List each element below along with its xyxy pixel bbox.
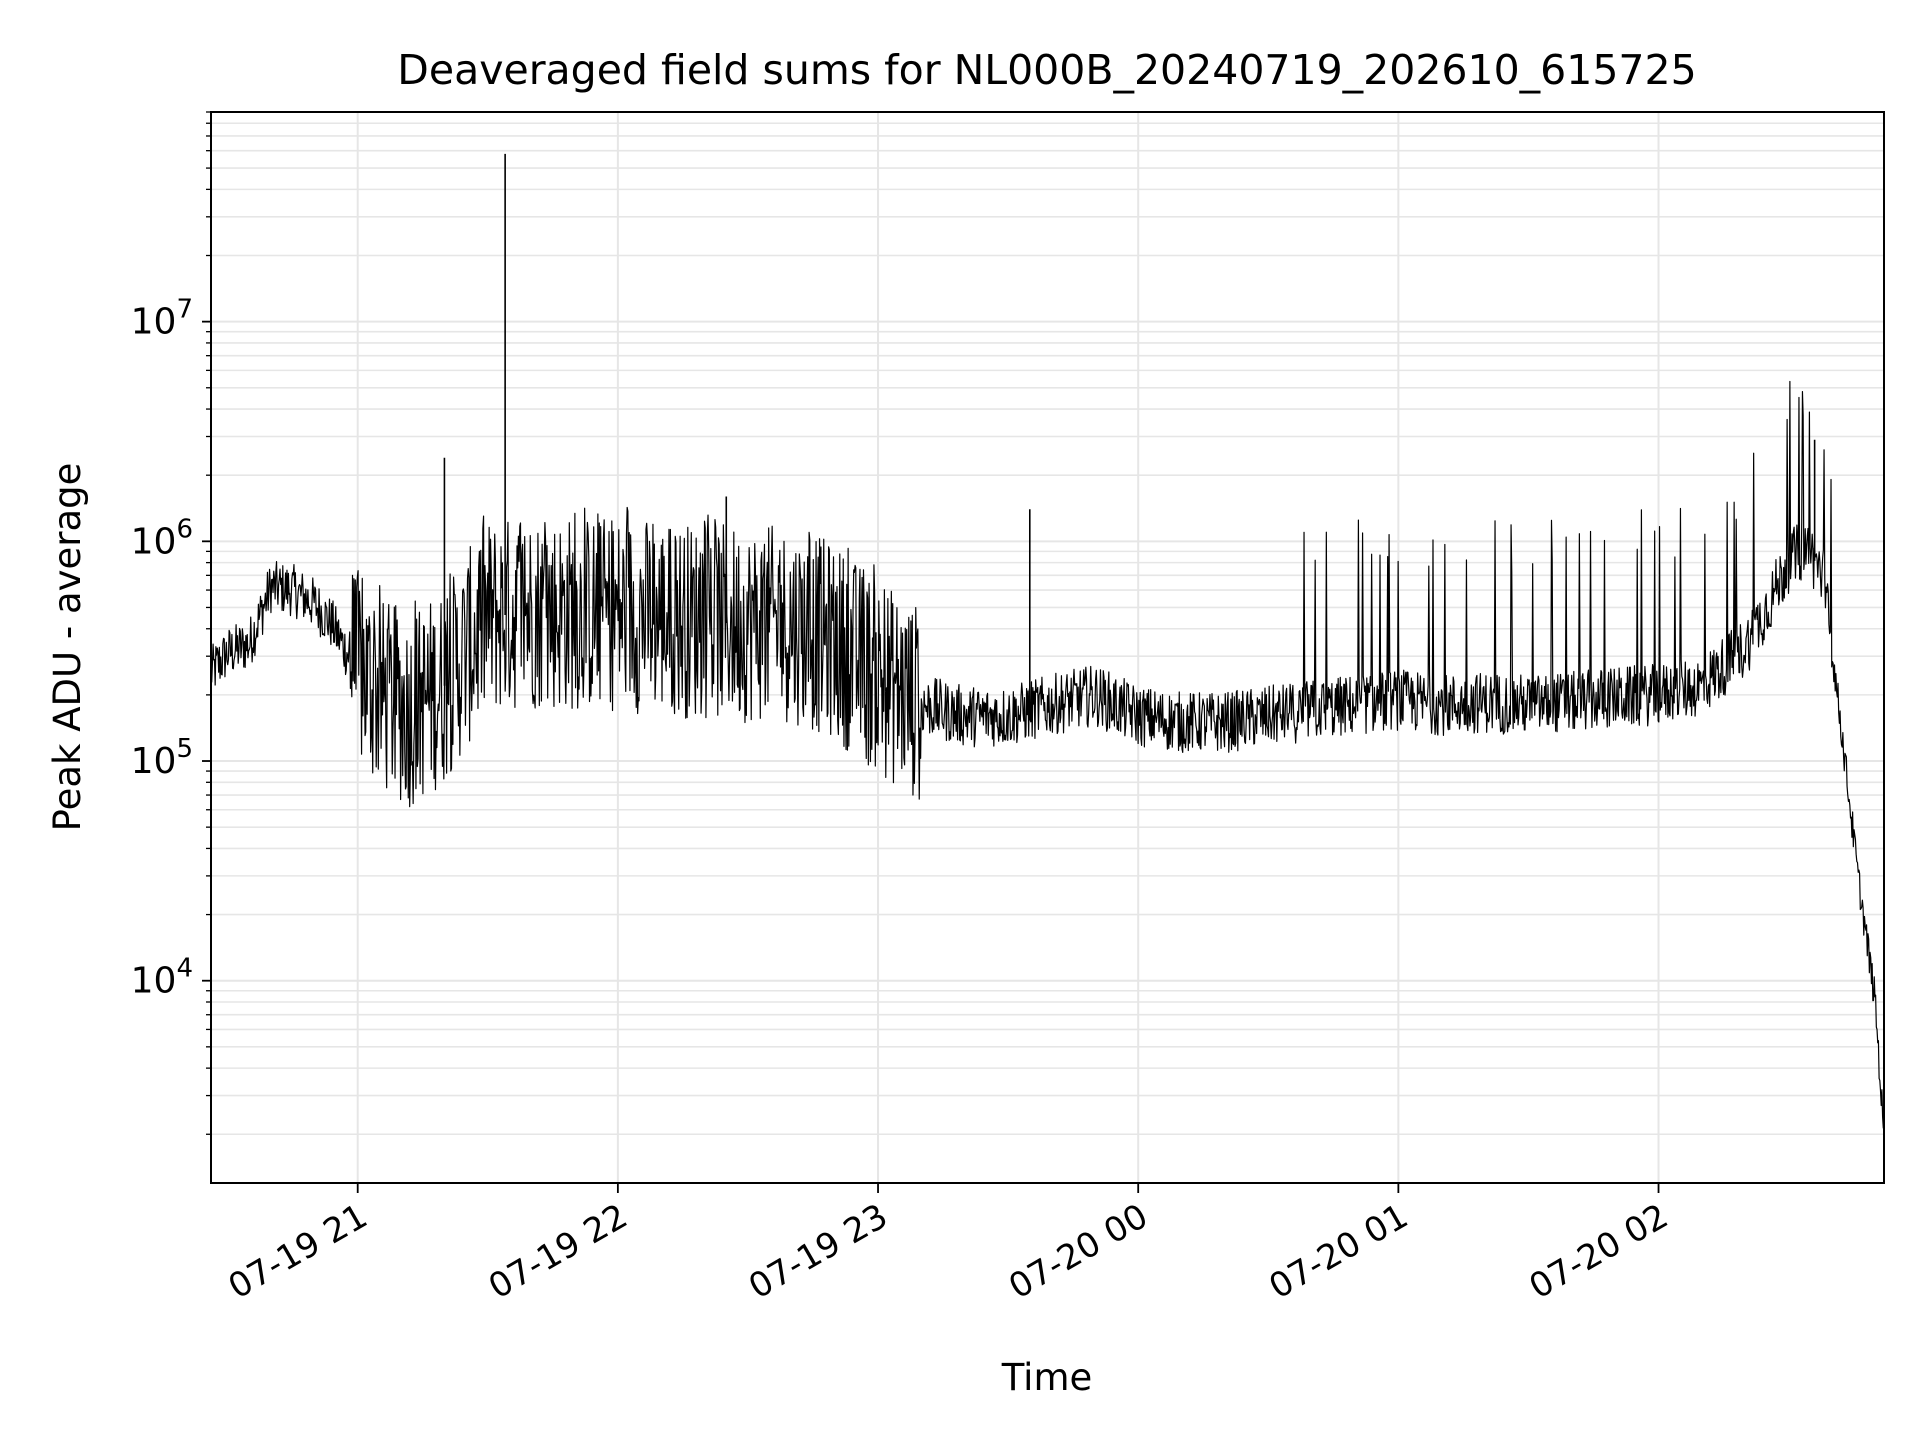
data-layer: [210, 153, 1885, 1129]
y-tick-label: 104: [131, 954, 193, 1002]
y-tick-label: 105: [131, 734, 193, 782]
plot-frame: [210, 111, 1885, 1184]
x-axis-label: Time: [1001, 1356, 1093, 1399]
y-axis-label: Peak ADU - average: [46, 463, 89, 832]
y-tick-label: 106: [131, 514, 193, 562]
chart-title: Deaveraged field sums for NL000B_2024071…: [397, 46, 1696, 94]
series-line: [210, 380, 1885, 1129]
y-tick-label: 107: [131, 295, 193, 343]
